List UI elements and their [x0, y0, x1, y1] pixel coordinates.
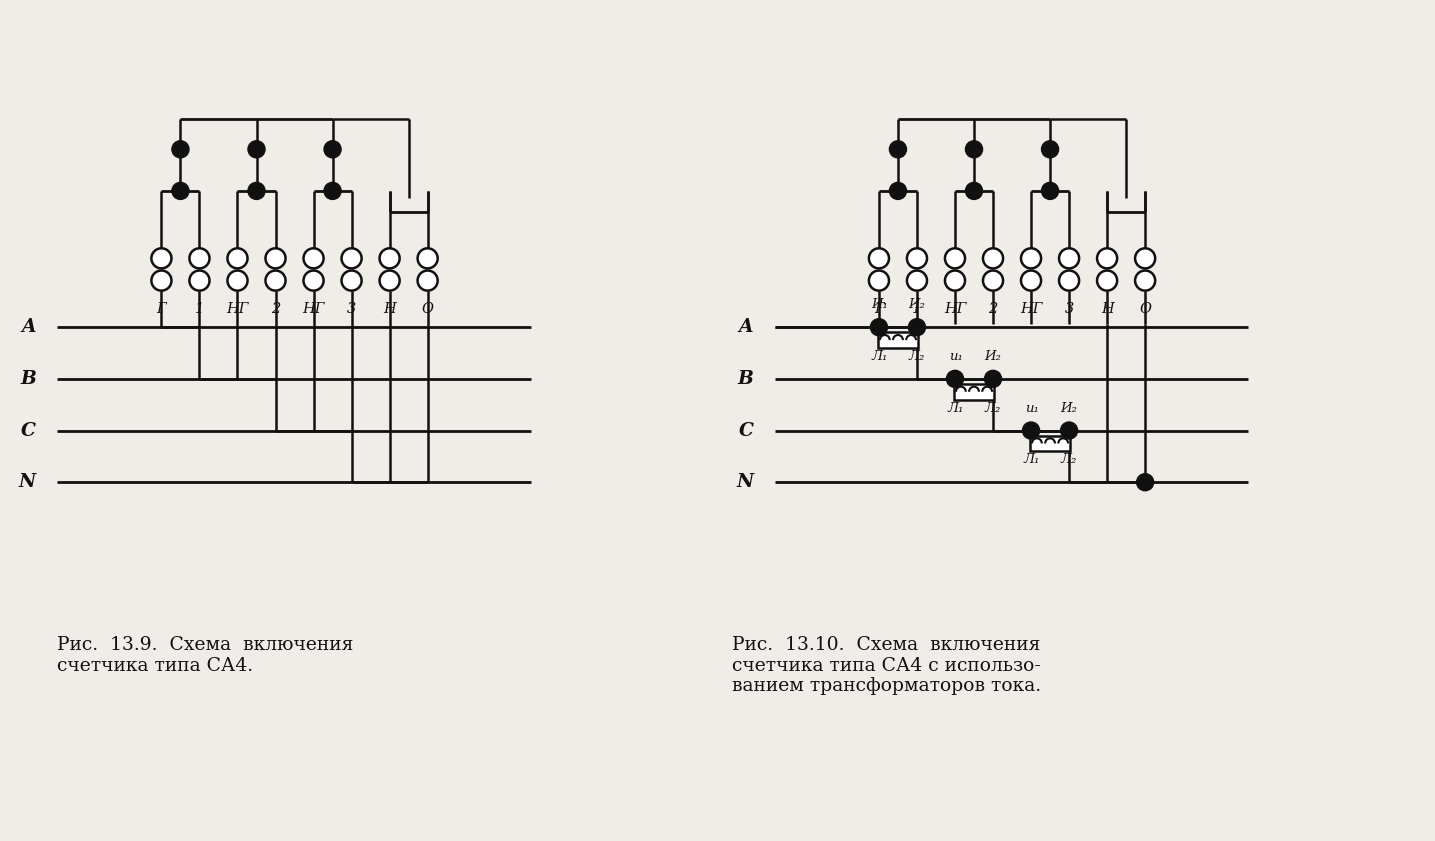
- Circle shape: [871, 319, 887, 336]
- Circle shape: [418, 248, 438, 268]
- Text: Л₂: Л₂: [908, 350, 924, 363]
- Text: Л₂: Л₂: [984, 402, 1000, 415]
- Text: И₂: И₂: [984, 350, 1000, 363]
- Text: 2: 2: [271, 302, 280, 316]
- Text: Г: Г: [156, 302, 166, 316]
- Circle shape: [379, 248, 399, 268]
- Bar: [1030, 436, 1071, 452]
- Text: Рис.  13.10.  Схема  включения
счетчика типа СА4 с использо-
ванием трансформато: Рис. 13.10. Схема включения счетчика тип…: [732, 636, 1040, 696]
- Circle shape: [342, 271, 362, 291]
- Circle shape: [966, 182, 983, 199]
- Circle shape: [248, 140, 265, 158]
- Circle shape: [947, 370, 963, 388]
- Circle shape: [265, 271, 286, 291]
- Text: Н: Н: [383, 302, 396, 316]
- Circle shape: [1135, 271, 1155, 291]
- Circle shape: [304, 248, 324, 268]
- Circle shape: [1096, 271, 1116, 291]
- Text: N: N: [736, 473, 753, 491]
- Text: B: B: [20, 370, 36, 388]
- Text: О: О: [422, 302, 433, 316]
- Circle shape: [324, 182, 342, 199]
- Circle shape: [890, 182, 907, 199]
- Circle shape: [1059, 248, 1079, 268]
- Text: 3: 3: [347, 302, 356, 316]
- Circle shape: [1042, 182, 1059, 199]
- Circle shape: [418, 271, 438, 291]
- Text: Л₁: Л₁: [871, 350, 888, 363]
- Circle shape: [1022, 248, 1042, 268]
- Text: N: N: [19, 473, 36, 491]
- Text: Л₂: Л₂: [1060, 453, 1076, 467]
- Circle shape: [342, 248, 362, 268]
- Circle shape: [379, 271, 399, 291]
- Circle shape: [189, 271, 210, 291]
- Circle shape: [983, 271, 1003, 291]
- Circle shape: [324, 140, 342, 158]
- Text: И₂: И₂: [908, 299, 924, 311]
- Circle shape: [946, 248, 964, 268]
- Text: И₁: И₁: [871, 299, 888, 311]
- Circle shape: [189, 248, 210, 268]
- Text: 1: 1: [913, 302, 921, 316]
- Text: 1: 1: [195, 302, 204, 316]
- Circle shape: [890, 140, 907, 158]
- Text: НГ: НГ: [227, 302, 248, 316]
- Circle shape: [983, 248, 1003, 268]
- Text: C: C: [22, 421, 36, 440]
- Text: НГ: НГ: [944, 302, 966, 316]
- Text: и₁: и₁: [949, 350, 963, 363]
- Bar: [954, 383, 993, 399]
- Circle shape: [984, 370, 1002, 388]
- Circle shape: [1060, 422, 1078, 439]
- Text: A: A: [22, 318, 36, 336]
- Circle shape: [907, 248, 927, 268]
- Circle shape: [227, 271, 248, 291]
- Circle shape: [870, 248, 890, 268]
- Circle shape: [1137, 473, 1154, 491]
- Circle shape: [1022, 271, 1042, 291]
- Text: Н: Н: [1101, 302, 1114, 316]
- Text: Л₁: Л₁: [947, 402, 964, 415]
- Circle shape: [1059, 271, 1079, 291]
- Circle shape: [1096, 248, 1116, 268]
- Circle shape: [265, 248, 286, 268]
- Circle shape: [152, 271, 172, 291]
- Circle shape: [1042, 140, 1059, 158]
- Circle shape: [1023, 422, 1039, 439]
- Circle shape: [870, 271, 890, 291]
- Circle shape: [227, 248, 248, 268]
- Circle shape: [907, 271, 927, 291]
- Text: И₂: И₂: [1060, 402, 1076, 415]
- Text: C: C: [739, 421, 753, 440]
- Circle shape: [304, 271, 324, 291]
- Circle shape: [908, 319, 926, 336]
- Circle shape: [172, 182, 189, 199]
- Text: A: A: [739, 318, 753, 336]
- Circle shape: [248, 182, 265, 199]
- Text: НГ: НГ: [1020, 302, 1042, 316]
- Text: 3: 3: [1065, 302, 1073, 316]
- Text: НГ: НГ: [303, 302, 324, 316]
- Circle shape: [172, 140, 189, 158]
- Text: и₁: и₁: [1025, 402, 1039, 415]
- Text: Рис.  13.9.  Схема  включения
счетчика типа СА4.: Рис. 13.9. Схема включения счетчика типа…: [57, 636, 354, 674]
- Circle shape: [152, 248, 172, 268]
- Circle shape: [946, 271, 964, 291]
- Text: B: B: [738, 370, 753, 388]
- Bar: [878, 332, 918, 348]
- Text: Г: Г: [874, 302, 884, 316]
- Circle shape: [966, 140, 983, 158]
- Text: 2: 2: [989, 302, 997, 316]
- Text: О: О: [1139, 302, 1151, 316]
- Text: Л₁: Л₁: [1023, 453, 1040, 467]
- Circle shape: [1135, 248, 1155, 268]
